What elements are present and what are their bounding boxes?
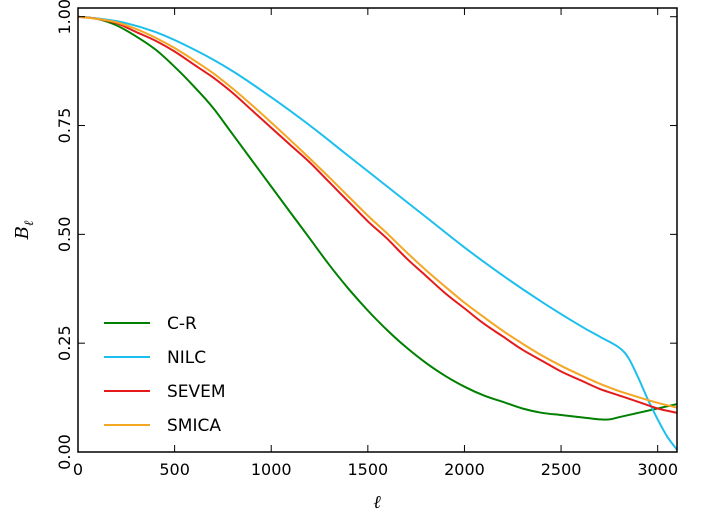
legend-label-smica: SMICA — [167, 416, 221, 436]
y-axis-label: Bℓ — [12, 220, 37, 240]
legend-label-c-r: C-R — [167, 314, 197, 334]
x-tick-label: 1500 — [347, 460, 388, 479]
x-tick-label: 2000 — [444, 460, 485, 479]
x-axis-label: ℓ — [373, 492, 381, 513]
x-tick-label: 2500 — [541, 460, 582, 479]
legend-label-sevem: SEVEM — [167, 382, 226, 402]
y-tick-label: 0.25 — [55, 325, 74, 361]
y-tick-label: 0.00 — [55, 434, 74, 470]
series-line-smica — [77, 15, 678, 409]
y-axis-label-subscript: ℓ — [22, 220, 37, 226]
ticks-layer: 0 500 1000 1500 2000 2500 3000 0.00 0.25 0.50 0.75… — [55, 0, 678, 479]
y-tick-label: 1.00 — [55, 0, 74, 35]
legend: C-R NILC SEVEM SMICA — [104, 314, 226, 436]
x-tick-label: 0 — [73, 460, 83, 479]
series-layer — [77, 15, 678, 451]
x-tick-label: 3000 — [637, 460, 678, 479]
legend-label-nilc: NILC — [167, 348, 206, 368]
plot-frame — [77, 7, 678, 453]
x-tick-label: 1000 — [251, 460, 292, 479]
series-line-c-r — [77, 15, 678, 421]
y-tick-label: 0.50 — [55, 217, 74, 253]
y-axis-label-main: B — [12, 226, 33, 240]
series-line-sevem — [77, 15, 678, 414]
x-tick-label: 500 — [159, 460, 190, 479]
y-tick-label: 0.75 — [55, 108, 74, 144]
svg-text:Bℓ: Bℓ — [12, 220, 37, 240]
series-line-nilc — [77, 15, 678, 451]
